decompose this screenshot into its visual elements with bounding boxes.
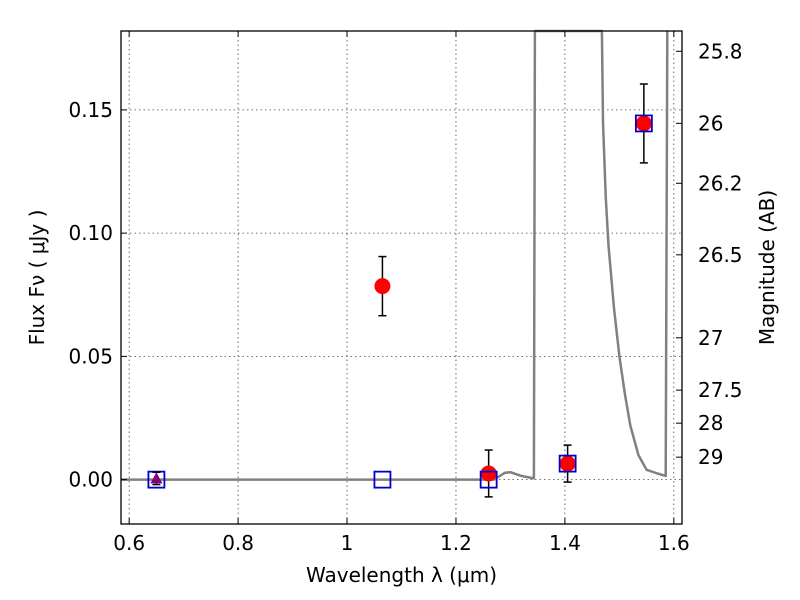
flux-point bbox=[559, 455, 576, 472]
magnitude-tick-label: 26.2 bbox=[698, 171, 743, 195]
x-tick-label: 1.4 bbox=[549, 531, 581, 555]
y-tick-label: 0.15 bbox=[68, 98, 113, 122]
magnitude-tick-label: 26.5 bbox=[698, 243, 743, 267]
y-axis-label: Flux Fν ( μJy ) bbox=[25, 210, 49, 346]
y-tick-label: 0.00 bbox=[68, 468, 113, 492]
magnitude-tick-label: 29 bbox=[698, 445, 723, 469]
magnitude-tick-label: 28 bbox=[698, 411, 723, 435]
grid-lines bbox=[121, 31, 682, 524]
flux-point bbox=[635, 115, 652, 132]
magnitude-tick-label: 27.5 bbox=[698, 378, 743, 402]
x-tick-label: 1.2 bbox=[440, 531, 472, 555]
x-tick-label: 0.6 bbox=[113, 531, 145, 555]
flux-point bbox=[374, 278, 391, 295]
x-tick-label: 1 bbox=[341, 531, 354, 555]
triangle-point bbox=[150, 472, 163, 484]
model-square-point bbox=[479, 470, 498, 489]
y-tick-label: 0.05 bbox=[68, 344, 113, 368]
model-square-point bbox=[634, 114, 653, 133]
model-square-point bbox=[558, 454, 577, 473]
plot-frame bbox=[120, 30, 683, 525]
data-markers-layer bbox=[147, 83, 653, 498]
x-tick-label: 0.8 bbox=[222, 531, 254, 555]
filter-curve-layer bbox=[121, 29, 669, 481]
magnitude-tick-label: 25.8 bbox=[698, 39, 743, 63]
filter-curve bbox=[121, 29, 669, 481]
y-tick-label: 0.10 bbox=[68, 221, 113, 245]
flux-point bbox=[480, 465, 497, 482]
x-axis-label: Wavelength λ (μm) bbox=[306, 563, 497, 587]
magnitude-tick-label: 26 bbox=[698, 111, 723, 135]
model-square-point bbox=[373, 470, 392, 489]
axis-ticks: 0.6 0.8 1 1.2 1.4 1.6 0.00 0.05 0.10 0.15 25.8 26 26… bbox=[68, 31, 743, 555]
magnitude-tick-label: 27 bbox=[698, 326, 723, 350]
x-tick-label: 1.6 bbox=[658, 531, 690, 555]
magnitude-axis-label: Magnitude (AB) bbox=[755, 190, 779, 345]
